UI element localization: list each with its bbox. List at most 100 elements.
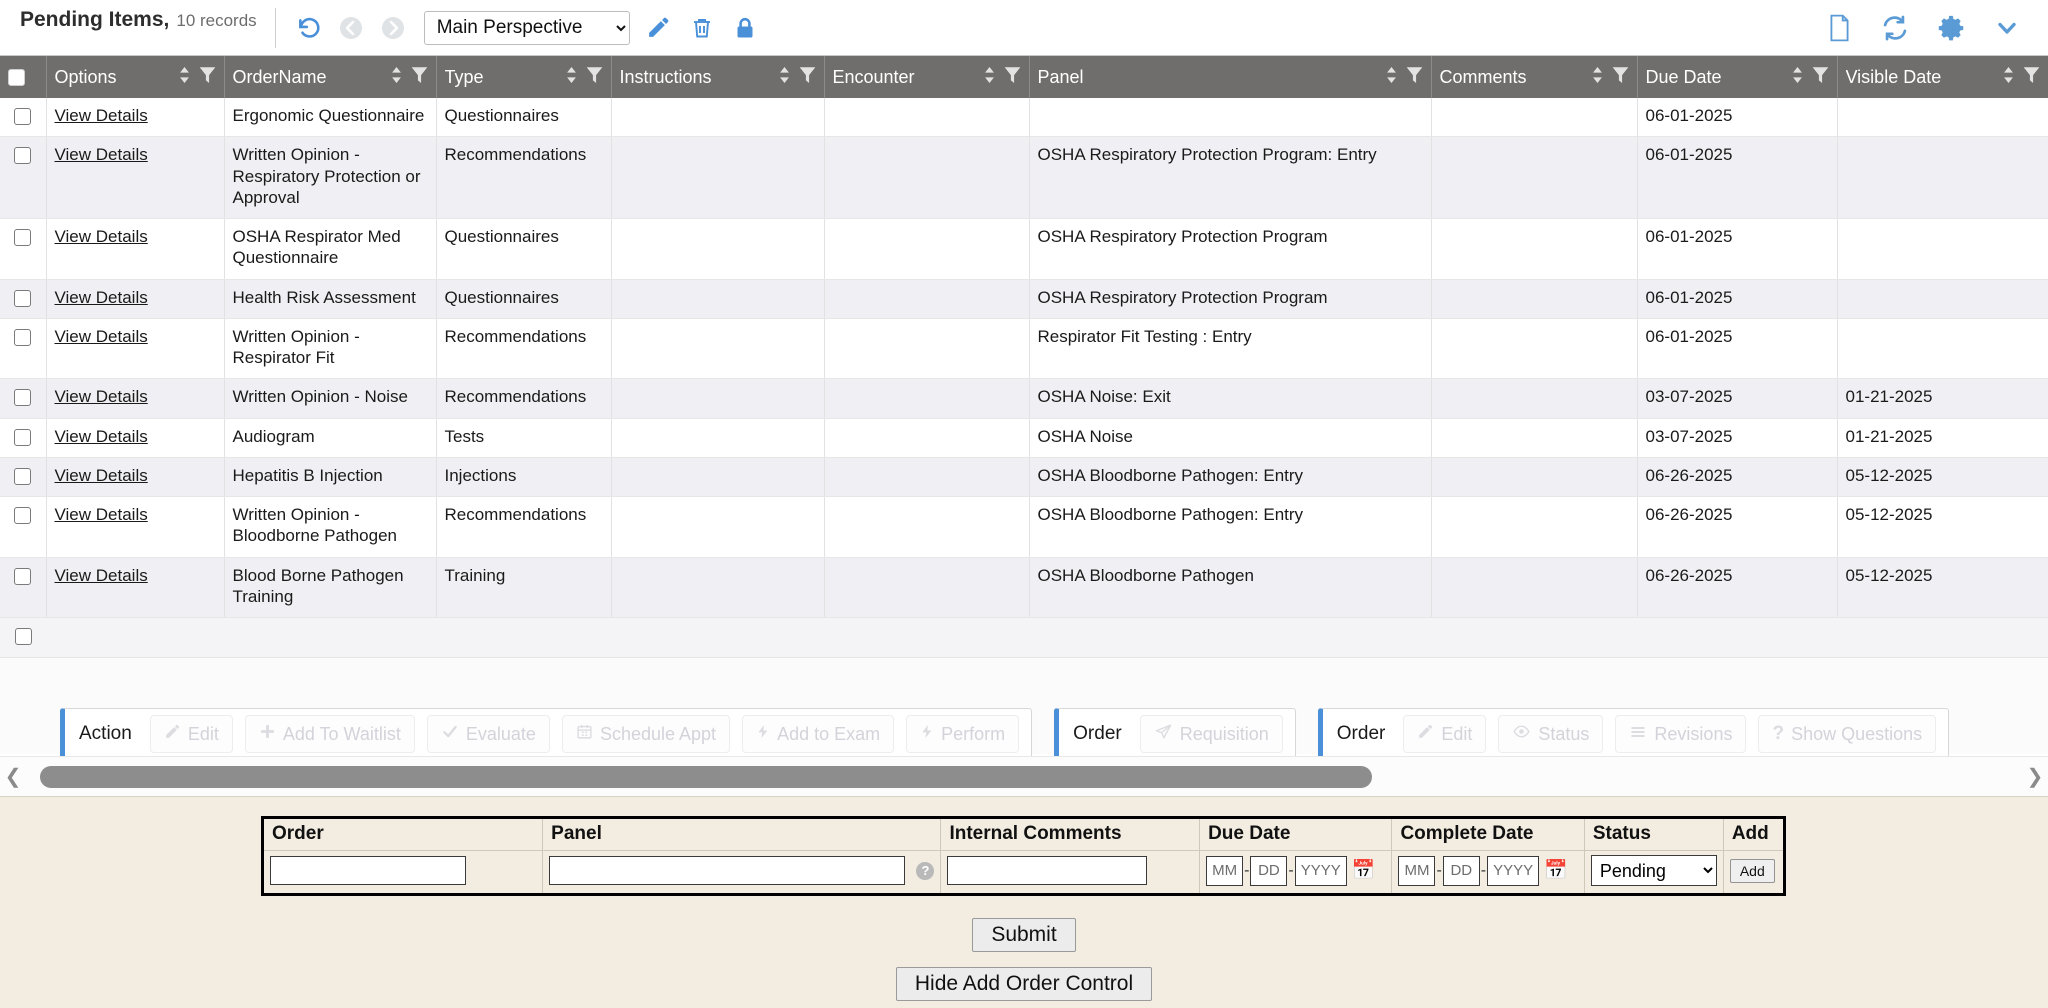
column-header-due_date[interactable]: Due Date — [1637, 56, 1838, 98]
submit-button[interactable]: Submit — [972, 918, 1076, 952]
internal-comments-input[interactable] — [947, 856, 1148, 885]
action-button-edit[interactable]: Edit — [1403, 715, 1487, 753]
sort-icon[interactable] — [1791, 66, 1804, 89]
filter-icon[interactable] — [411, 66, 428, 89]
status-select[interactable]: Pending — [1590, 855, 1717, 886]
filter-icon[interactable] — [1612, 66, 1629, 89]
panel-help-icon[interactable]: ? — [916, 861, 935, 880]
row-checkbox[interactable] — [14, 108, 32, 126]
trash-icon[interactable] — [687, 13, 717, 43]
sort-icon[interactable] — [390, 66, 403, 89]
filter-icon[interactable] — [586, 66, 603, 89]
column-header-panel[interactable]: Panel — [1029, 56, 1432, 98]
action-button-add-to-exam[interactable]: Add to Exam — [742, 715, 895, 753]
sync-refresh-icon[interactable] — [1880, 13, 1910, 43]
filter-icon[interactable] — [799, 66, 816, 89]
sort-icon[interactable] — [983, 66, 996, 89]
table-row[interactable]: View Details Hepatitis B Injection Injecti… — [0, 457, 2048, 498]
row-checkbox[interactable] — [14, 289, 32, 307]
column-header-comments[interactable]: Comments — [1431, 56, 1638, 98]
scroll-right-arrow-icon[interactable]: ❯ — [2026, 766, 2044, 788]
lock-icon[interactable] — [730, 13, 760, 43]
table-row[interactable]: View Details Written Opinion - Noise Recom… — [0, 378, 2048, 419]
select-all-checkbox[interactable] — [8, 69, 25, 87]
next-arrow-icon[interactable] — [378, 13, 408, 43]
action-button-status[interactable]: Status — [1498, 715, 1604, 753]
view-details-link[interactable]: View Details — [54, 565, 148, 585]
row-checkbox[interactable] — [14, 229, 32, 247]
column-header-instructions[interactable]: Instructions — [611, 56, 825, 98]
view-details-link[interactable]: View Details — [54, 505, 148, 524]
table-row[interactable]: View Details Health Risk Assessment Questi… — [0, 279, 2048, 319]
due-date-year-input[interactable] — [1294, 855, 1347, 886]
document-icon[interactable] — [1824, 13, 1854, 43]
scroll-left-arrow-icon[interactable]: ❮ — [4, 766, 22, 788]
view-details-link[interactable]: View Details — [54, 426, 148, 446]
filter-icon[interactable] — [199, 66, 216, 89]
action-button-requisition[interactable]: Requisition — [1139, 715, 1283, 753]
column-header-visible_date[interactable]: Visible Date — [1837, 56, 2048, 98]
action-button-evaluate[interactable]: Evaluate — [426, 715, 550, 753]
complete-date-day-input[interactable] — [1442, 855, 1480, 886]
add-button[interactable]: Add — [1729, 858, 1775, 883]
table-row[interactable]: View Details Written Opinion - Bloodborne… — [0, 496, 2048, 558]
action-button-schedule-appt[interactable]: Schedule Appt — [561, 715, 731, 753]
action-button-add-to-waitlist[interactable]: Add To Waitlist — [244, 715, 415, 753]
complete-date-calendar-icon[interactable]: 📅 — [1544, 859, 1568, 881]
perspective-select[interactable]: Main Perspective — [423, 10, 630, 45]
due-date-month-input[interactable] — [1206, 855, 1244, 886]
action-button-edit[interactable]: Edit — [149, 715, 233, 753]
view-details-link[interactable]: View Details — [54, 465, 148, 485]
row-checkbox[interactable] — [14, 428, 32, 446]
chevron-down-icon[interactable] — [1992, 13, 2022, 43]
hide-add-order-control-button[interactable]: Hide Add Order Control — [895, 967, 1153, 1001]
row-checkbox[interactable] — [14, 389, 32, 407]
table-row[interactable]: View Details Audiogram Tests OSHA Noise 03-0… — [0, 418, 2048, 458]
filter-icon[interactable] — [1812, 66, 1829, 89]
sort-icon[interactable] — [2002, 66, 2015, 89]
sort-icon[interactable] — [178, 66, 191, 89]
gear-icon[interactable] — [1936, 13, 1966, 43]
footer-checkbox[interactable] — [14, 628, 32, 646]
row-checkbox[interactable] — [14, 507, 32, 525]
view-details-link[interactable]: View Details — [54, 145, 148, 165]
sort-icon[interactable] — [1385, 66, 1398, 89]
row-checkbox[interactable] — [14, 147, 32, 165]
view-details-link[interactable]: View Details — [54, 287, 148, 307]
action-button-perform[interactable]: Perform — [906, 715, 1020, 753]
filter-icon[interactable] — [2023, 66, 2040, 89]
row-checkbox[interactable] — [14, 467, 32, 485]
view-details-link[interactable]: View Details — [54, 326, 148, 346]
table-row[interactable]: View Details Blood Borne Pathogen Trainin… — [0, 557, 2048, 618]
filter-icon[interactable] — [1004, 66, 1021, 89]
view-details-link[interactable]: View Details — [54, 106, 148, 125]
pencil-icon[interactable] — [644, 13, 674, 43]
row-checkbox[interactable] — [14, 328, 32, 346]
due-date-day-input[interactable] — [1250, 855, 1288, 886]
sort-icon[interactable] — [565, 66, 578, 89]
view-details-link[interactable]: View Details — [54, 387, 148, 407]
filter-icon[interactable] — [1406, 66, 1423, 89]
column-header-options[interactable]: Options — [46, 56, 225, 98]
sort-icon[interactable] — [1591, 66, 1604, 89]
scrollbar-thumb[interactable] — [40, 765, 1372, 788]
panel-input[interactable] — [549, 856, 906, 885]
order-input[interactable] — [270, 856, 466, 885]
complete-date-month-input[interactable] — [1398, 855, 1436, 886]
horizontal-scrollbar[interactable]: ❮ ❯ — [0, 756, 2048, 796]
undo-arrow-icon[interactable] — [294, 13, 324, 43]
sort-icon[interactable] — [778, 66, 791, 89]
action-button-revisions[interactable]: Revisions — [1615, 715, 1747, 753]
row-checkbox[interactable] — [14, 567, 32, 585]
column-header-encounter[interactable]: Encounter — [824, 56, 1030, 98]
due-date-calendar-icon[interactable]: 📅 — [1351, 859, 1376, 881]
table-row[interactable]: View Details Ergonomic Questionnaire Quest… — [0, 98, 2048, 138]
table-row[interactable]: View Details Written Opinion - Respirator… — [0, 136, 2048, 219]
action-button-show-questions[interactable]: ? Show Questions — [1758, 715, 1937, 753]
scrollbar-track[interactable] — [26, 765, 2022, 788]
complete-date-year-input[interactable] — [1487, 855, 1540, 886]
column-header-type[interactable]: Type — [436, 56, 612, 98]
table-row[interactable]: View Details Written Opinion - Respirator… — [0, 318, 2048, 380]
view-details-link[interactable]: View Details — [54, 227, 148, 246]
previous-arrow-icon[interactable] — [336, 13, 366, 43]
